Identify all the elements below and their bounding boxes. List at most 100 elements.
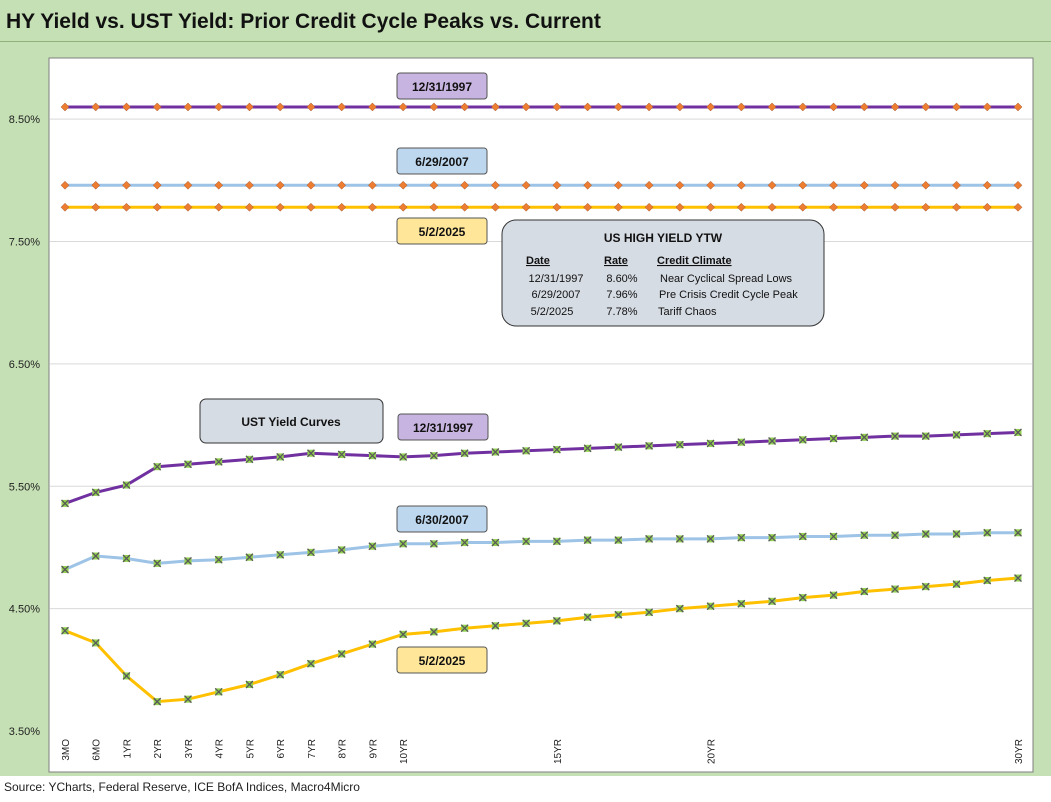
hy-point [921,202,931,212]
ust-point-cross [399,630,408,639]
ust-point-cross [184,556,192,565]
x-axis: 3MO 6MO 1YR 2YR 3YR 4YR 5YR 6YR 7YR 8YR 9YR 10YR 15Y… [61,739,1025,764]
hy-point [429,180,439,190]
x-tick-label: 7YR [307,739,318,758]
ust-point [952,530,961,538]
hy-point [798,102,808,112]
ust-point [399,539,408,548]
plot-area [48,57,1034,773]
ust-point [399,452,408,461]
ust-point-cross [737,533,746,542]
ust-point-cross [860,433,869,442]
ust-point-cross [737,438,746,447]
ust-point [583,613,592,622]
ust-point-cross [153,559,162,568]
hy-point [152,102,162,112]
ust-callout-1997-label: 12/31/1997 [413,421,473,435]
ust-point-cross [552,445,561,454]
hy-point [429,102,439,112]
ust-point-cross [214,687,223,696]
ust-point [768,597,777,606]
ust-point [491,621,500,630]
hy-table-row-climate: Pre Crisis Credit Cycle Peak [659,289,798,301]
ust-point-cross [122,671,131,680]
ust-point [768,533,777,542]
ust-point [429,627,438,636]
ust-point-cross [645,534,654,543]
ust-point [91,552,100,560]
hy-point [890,102,900,112]
ust-point [829,532,838,541]
ust-point-cross [1014,528,1022,537]
ust-point-cross [952,430,961,439]
x-tick-label: 6YR [276,739,287,758]
ust-point [245,553,254,562]
ust-point [706,534,715,543]
ust-point-cross [460,538,469,547]
ust-point [1014,428,1022,437]
ust-point [706,439,715,448]
hy-point [91,180,101,190]
hy-callout-1997: 12/31/1997 [396,72,488,100]
hy-point [982,180,992,190]
ust-point [921,582,930,591]
hy-point [552,102,562,112]
ust-point [368,640,377,649]
ust-point-cross [706,602,715,611]
hy-point [829,102,838,112]
x-tick-label: 6MO [92,739,103,761]
hy-table-row-date: 6/29/2007 [532,289,581,301]
ust-point [460,449,469,458]
ust-point-cross [368,451,377,460]
hy-point [952,102,961,112]
ust-point-cross [153,697,162,706]
ust-line [64,430,1019,505]
ust-point-cross [91,638,100,647]
ust-point [614,536,623,545]
hy-point [1013,202,1023,212]
hy-callout-2025-label: 5/2/2025 [419,225,466,239]
ust-point [645,441,654,450]
hy-point [706,180,715,190]
ust-point-cross [245,553,254,562]
ust-point [214,687,223,696]
hy-point [183,202,193,212]
ust-point [583,536,592,545]
ust-point [891,531,899,540]
ust-point-cross [61,565,69,574]
ust-point [921,432,930,441]
ust-point-cross [184,695,192,704]
ust-point [891,432,899,441]
title-bar: HY Yield vs. UST Yield: Prior Credit Cyc… [0,0,1051,42]
hy-point [245,180,254,190]
hy-point [275,180,285,190]
ust-point-cross [61,626,69,635]
ust-point-cross [829,434,838,443]
hy-point [337,180,347,190]
ust-point-cross [614,610,623,619]
x-tick-label: 3YR [184,739,195,758]
ust-point-cross [583,444,592,453]
ust-point [737,533,746,542]
ust-point-cross [552,616,561,625]
y-tick-label: 6.50% [9,359,40,371]
hy-point [583,180,592,190]
ust-point [184,460,192,469]
hy-point [706,202,715,212]
series-layer [60,102,1023,706]
ust-point-cross [61,499,69,508]
hy-point [429,202,439,212]
hy-point [1013,102,1023,112]
ust-point-cross [952,530,961,538]
ust-point-cross [768,437,777,445]
hy-point [859,102,869,112]
x-tick-label: 5YR [245,739,256,758]
hy-point [214,102,224,112]
source-note: Source: YCharts, Federal Reserve, ICE Bo… [4,780,360,794]
hy-point [60,102,70,112]
ust-callout-2007: 6/30/2007 [396,505,488,533]
hy-point [736,102,746,112]
hy-point [644,202,654,212]
hy-point [122,180,131,190]
